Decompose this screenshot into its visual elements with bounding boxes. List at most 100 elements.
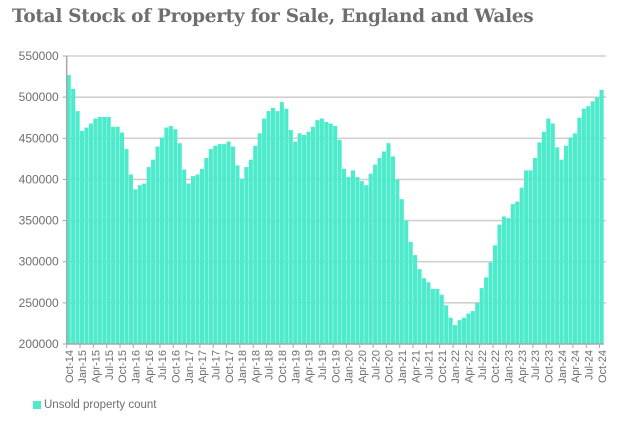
bar bbox=[572, 133, 578, 344]
bar bbox=[559, 159, 564, 344]
bar bbox=[231, 146, 236, 344]
bar bbox=[75, 111, 80, 344]
bar bbox=[497, 224, 502, 344]
bar bbox=[373, 164, 378, 344]
x-tick-label: Oct-15 bbox=[117, 350, 129, 383]
bar bbox=[484, 277, 489, 344]
y-axis-ticks: 200000 250000 300000 350000 400000 450000 5000… bbox=[19, 49, 67, 351]
bar bbox=[164, 127, 169, 344]
bar bbox=[93, 118, 98, 344]
bar bbox=[404, 220, 409, 344]
bar bbox=[168, 125, 173, 344]
bar bbox=[413, 255, 418, 344]
bar bbox=[488, 262, 493, 344]
bar bbox=[546, 118, 551, 344]
x-tick-label: Oct-18 bbox=[277, 350, 289, 383]
bar bbox=[599, 89, 604, 345]
bar bbox=[381, 151, 387, 344]
x-tick-label: Jan-20 bbox=[344, 350, 356, 384]
bar bbox=[524, 170, 529, 344]
bar bbox=[66, 74, 71, 345]
bar bbox=[364, 185, 369, 344]
bar bbox=[541, 131, 546, 344]
y-tick-label: 350000 bbox=[19, 214, 59, 228]
bar bbox=[88, 123, 93, 344]
x-tick-label: Jul-16 bbox=[157, 350, 169, 380]
x-tick-label: Jan-24 bbox=[557, 350, 569, 384]
x-tick-label: Jan-22 bbox=[450, 350, 462, 384]
x-tick-label: Oct-21 bbox=[437, 350, 449, 383]
bar bbox=[244, 167, 249, 344]
x-tick-label: Jan-18 bbox=[237, 350, 249, 384]
bar bbox=[293, 141, 298, 344]
bar bbox=[133, 189, 138, 344]
x-tick-label: Jul-15 bbox=[104, 350, 116, 380]
x-tick-label: Jul-20 bbox=[370, 350, 382, 380]
x-tick-label: Apr-15 bbox=[91, 350, 103, 383]
y-tick-label: 250000 bbox=[19, 296, 59, 310]
bar bbox=[337, 139, 342, 344]
x-tick-label: Jul-23 bbox=[530, 350, 542, 380]
bar bbox=[310, 126, 316, 345]
bar bbox=[417, 269, 422, 344]
bar bbox=[586, 106, 591, 344]
bar bbox=[262, 118, 267, 344]
x-tick-label: Oct-16 bbox=[170, 350, 182, 383]
bar bbox=[159, 137, 165, 344]
bar bbox=[186, 183, 191, 344]
bar bbox=[368, 173, 373, 344]
y-tick-label: 300000 bbox=[19, 255, 59, 269]
x-tick-label: Jan-21 bbox=[397, 350, 409, 384]
bar bbox=[333, 125, 338, 344]
bar bbox=[350, 170, 355, 344]
bar bbox=[595, 97, 600, 344]
bar bbox=[386, 143, 391, 344]
y-tick-label: 500000 bbox=[19, 90, 59, 104]
bar bbox=[550, 123, 555, 344]
bar bbox=[377, 158, 382, 344]
bar-series-unsold-property-count bbox=[66, 74, 604, 345]
legend-label: Unsold property count bbox=[44, 399, 157, 411]
bar bbox=[510, 204, 515, 344]
bar bbox=[137, 185, 142, 344]
bar bbox=[492, 245, 498, 344]
bar bbox=[306, 131, 311, 344]
bar bbox=[355, 176, 360, 344]
x-tick-label: Apr-16 bbox=[144, 350, 156, 383]
bar bbox=[528, 170, 533, 344]
x-tick-label: Apr-23 bbox=[517, 350, 529, 383]
bar bbox=[213, 145, 218, 344]
x-tick-label: Jul-21 bbox=[424, 350, 436, 380]
x-tick-label: Oct-20 bbox=[384, 350, 396, 383]
bar bbox=[319, 118, 324, 344]
bar bbox=[324, 121, 329, 344]
x-tick-label: Apr-19 bbox=[304, 350, 316, 383]
bar bbox=[284, 108, 289, 344]
x-tick-label: Oct-22 bbox=[490, 350, 502, 383]
x-tick-label: Apr-20 bbox=[357, 350, 369, 383]
chart-title: Total Stock of Property for Sale, Englan… bbox=[12, 6, 534, 27]
bar bbox=[80, 130, 85, 344]
bar bbox=[470, 311, 475, 344]
x-tick-label: Apr-18 bbox=[250, 350, 262, 383]
bar bbox=[581, 108, 586, 344]
x-tick-label: Oct-17 bbox=[224, 350, 236, 383]
legend-swatch-unsold-property-count bbox=[33, 401, 41, 409]
legend: Unsold property count bbox=[33, 399, 157, 411]
x-tick-label: Apr-17 bbox=[197, 350, 209, 383]
bar bbox=[568, 137, 573, 344]
bar bbox=[519, 187, 524, 344]
bar bbox=[195, 174, 200, 344]
bar bbox=[537, 142, 542, 344]
bar bbox=[155, 146, 160, 344]
bar bbox=[453, 325, 458, 344]
bar bbox=[395, 179, 400, 344]
x-tick-label: Apr-24 bbox=[570, 350, 582, 383]
bar bbox=[270, 107, 276, 344]
bar bbox=[466, 313, 471, 344]
bar bbox=[430, 288, 435, 344]
x-tick-label: Jul-17 bbox=[210, 350, 222, 380]
bar bbox=[84, 127, 89, 344]
x-tick-label: Jul-19 bbox=[317, 350, 329, 380]
